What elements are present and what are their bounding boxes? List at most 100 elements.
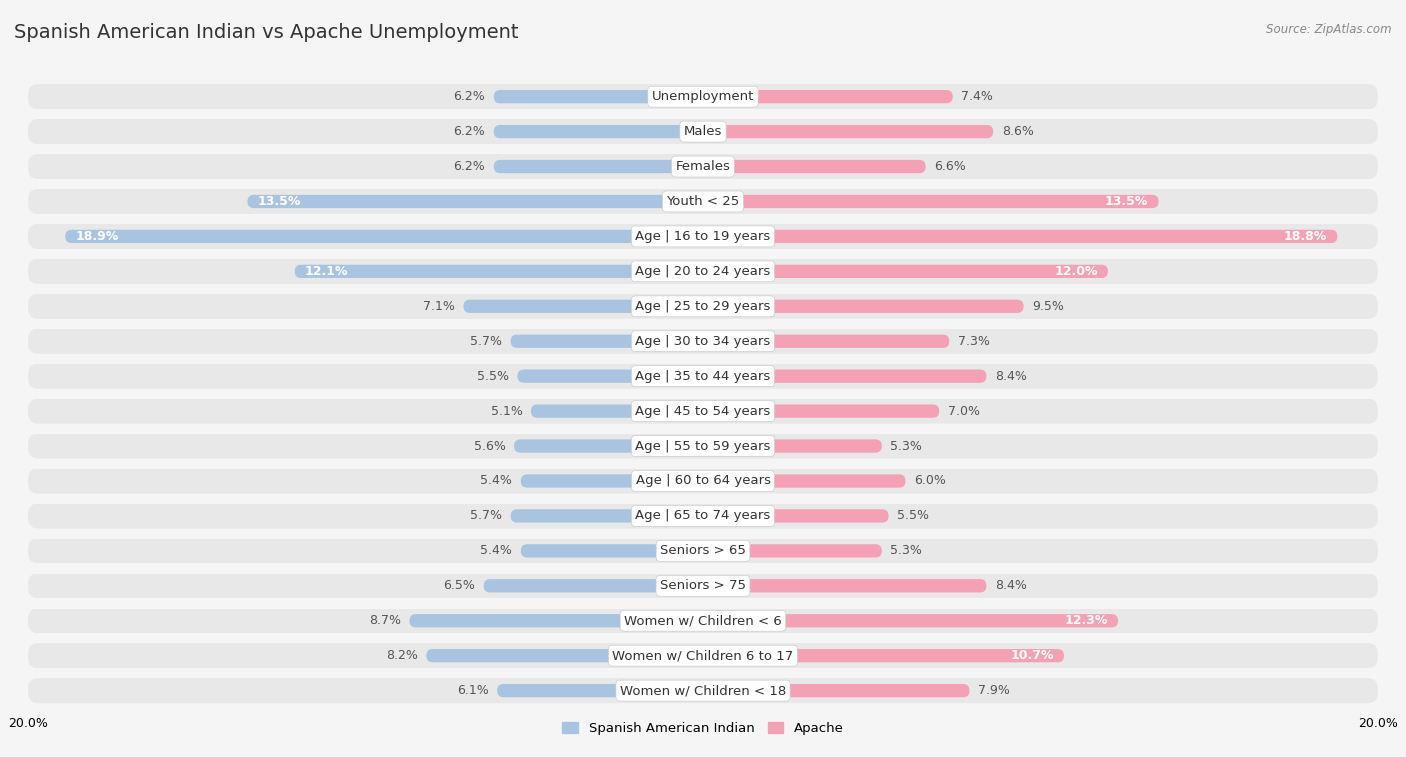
FancyBboxPatch shape [703, 300, 1024, 313]
Text: 7.0%: 7.0% [948, 404, 980, 418]
FancyBboxPatch shape [28, 329, 1378, 354]
FancyBboxPatch shape [28, 563, 1378, 574]
FancyBboxPatch shape [498, 684, 703, 697]
FancyBboxPatch shape [28, 179, 1378, 189]
FancyBboxPatch shape [703, 90, 953, 103]
FancyBboxPatch shape [28, 284, 1378, 294]
Text: 6.5%: 6.5% [443, 579, 475, 592]
Text: 8.2%: 8.2% [387, 650, 418, 662]
FancyBboxPatch shape [28, 459, 1378, 469]
FancyBboxPatch shape [510, 335, 703, 348]
Text: 8.4%: 8.4% [995, 579, 1026, 592]
FancyBboxPatch shape [703, 439, 882, 453]
Text: 8.6%: 8.6% [1001, 125, 1033, 138]
Text: 12.0%: 12.0% [1054, 265, 1098, 278]
Text: Age | 55 to 59 years: Age | 55 to 59 years [636, 440, 770, 453]
Text: Age | 20 to 24 years: Age | 20 to 24 years [636, 265, 770, 278]
FancyBboxPatch shape [28, 144, 1378, 154]
Text: 5.3%: 5.3% [890, 544, 922, 557]
Text: 6.2%: 6.2% [454, 90, 485, 103]
FancyBboxPatch shape [703, 265, 1108, 278]
Text: Women w/ Children < 6: Women w/ Children < 6 [624, 614, 782, 628]
FancyBboxPatch shape [703, 195, 1159, 208]
FancyBboxPatch shape [28, 189, 1378, 214]
FancyBboxPatch shape [703, 649, 1064, 662]
FancyBboxPatch shape [703, 544, 882, 557]
FancyBboxPatch shape [28, 398, 1378, 424]
Text: Age | 65 to 74 years: Age | 65 to 74 years [636, 509, 770, 522]
Text: 7.9%: 7.9% [979, 684, 1010, 697]
FancyBboxPatch shape [28, 598, 1378, 609]
Text: 7.4%: 7.4% [962, 90, 993, 103]
FancyBboxPatch shape [28, 319, 1378, 329]
FancyBboxPatch shape [703, 160, 925, 173]
FancyBboxPatch shape [531, 404, 703, 418]
FancyBboxPatch shape [65, 230, 703, 243]
Text: Age | 35 to 44 years: Age | 35 to 44 years [636, 369, 770, 383]
Text: 6.2%: 6.2% [454, 125, 485, 138]
FancyBboxPatch shape [510, 509, 703, 522]
FancyBboxPatch shape [28, 538, 1378, 563]
Text: 8.4%: 8.4% [995, 369, 1026, 383]
Legend: Spanish American Indian, Apache: Spanish American Indian, Apache [557, 716, 849, 740]
FancyBboxPatch shape [703, 125, 993, 139]
FancyBboxPatch shape [28, 424, 1378, 434]
FancyBboxPatch shape [28, 154, 1378, 179]
FancyBboxPatch shape [703, 404, 939, 418]
Text: 5.5%: 5.5% [897, 509, 929, 522]
FancyBboxPatch shape [28, 678, 1378, 703]
FancyBboxPatch shape [28, 214, 1378, 224]
FancyBboxPatch shape [28, 469, 1378, 494]
FancyBboxPatch shape [703, 579, 987, 593]
Text: 12.1%: 12.1% [305, 265, 349, 278]
Text: 6.1%: 6.1% [457, 684, 489, 697]
FancyBboxPatch shape [515, 439, 703, 453]
Text: 5.4%: 5.4% [481, 475, 512, 488]
Text: Seniors > 75: Seniors > 75 [659, 579, 747, 592]
FancyBboxPatch shape [28, 249, 1378, 259]
FancyBboxPatch shape [28, 354, 1378, 364]
FancyBboxPatch shape [703, 230, 1337, 243]
FancyBboxPatch shape [28, 84, 1378, 109]
Text: Age | 60 to 64 years: Age | 60 to 64 years [636, 475, 770, 488]
FancyBboxPatch shape [703, 684, 970, 697]
FancyBboxPatch shape [28, 294, 1378, 319]
FancyBboxPatch shape [28, 259, 1378, 284]
Text: 18.9%: 18.9% [76, 230, 118, 243]
FancyBboxPatch shape [28, 643, 1378, 668]
FancyBboxPatch shape [28, 434, 1378, 459]
Text: 5.7%: 5.7% [470, 335, 502, 347]
FancyBboxPatch shape [520, 544, 703, 557]
Text: 5.1%: 5.1% [491, 404, 523, 418]
Text: Unemployment: Unemployment [652, 90, 754, 103]
FancyBboxPatch shape [703, 369, 987, 383]
Text: 6.2%: 6.2% [454, 160, 485, 173]
Text: 7.1%: 7.1% [423, 300, 456, 313]
FancyBboxPatch shape [28, 224, 1378, 249]
Text: Women w/ Children < 18: Women w/ Children < 18 [620, 684, 786, 697]
Text: 6.6%: 6.6% [934, 160, 966, 173]
Text: 9.5%: 9.5% [1032, 300, 1064, 313]
Text: 6.0%: 6.0% [914, 475, 946, 488]
FancyBboxPatch shape [426, 649, 703, 662]
FancyBboxPatch shape [464, 300, 703, 313]
FancyBboxPatch shape [28, 503, 1378, 528]
Text: Youth < 25: Youth < 25 [666, 195, 740, 208]
FancyBboxPatch shape [28, 494, 1378, 503]
FancyBboxPatch shape [409, 614, 703, 628]
FancyBboxPatch shape [703, 509, 889, 522]
Text: Seniors > 65: Seniors > 65 [659, 544, 747, 557]
FancyBboxPatch shape [494, 160, 703, 173]
Text: 5.6%: 5.6% [474, 440, 506, 453]
Text: 10.7%: 10.7% [1011, 650, 1054, 662]
FancyBboxPatch shape [517, 369, 703, 383]
FancyBboxPatch shape [28, 74, 1378, 85]
Text: Age | 25 to 29 years: Age | 25 to 29 years [636, 300, 770, 313]
FancyBboxPatch shape [703, 614, 1118, 628]
Text: 5.7%: 5.7% [470, 509, 502, 522]
Text: 13.5%: 13.5% [257, 195, 301, 208]
Text: 12.3%: 12.3% [1064, 614, 1108, 628]
FancyBboxPatch shape [28, 668, 1378, 678]
FancyBboxPatch shape [28, 119, 1378, 144]
FancyBboxPatch shape [28, 363, 1378, 389]
